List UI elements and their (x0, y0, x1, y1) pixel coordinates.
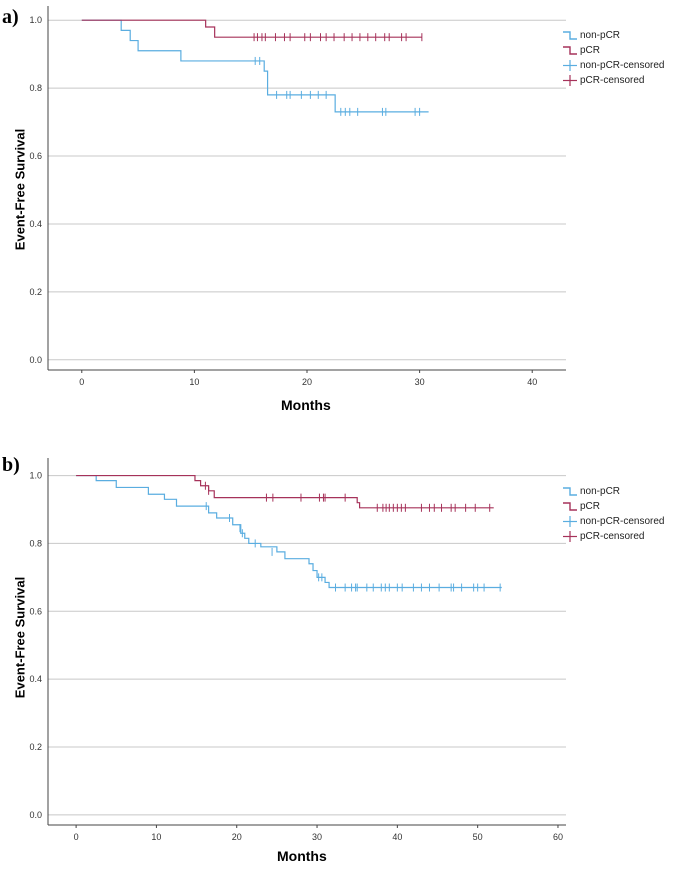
y-tick-label: 0.6 (29, 606, 42, 616)
chart-panel-a: a) Event-Free Survival 0.0 0.2 0.4 0.6 0.8 1.… (0, 0, 688, 435)
legend-label: pCR-censored (580, 75, 645, 86)
y-tick-label: 0.8 (29, 538, 42, 548)
x-tick-label: 20 (302, 377, 312, 387)
y-tick-label: 1.0 (29, 471, 42, 481)
survival-step-line (81, 19, 422, 38)
legend-label: pCR-censored (580, 531, 645, 542)
legend-swatch-non-pcr (563, 31, 577, 40)
panel-label: a) (2, 6, 19, 28)
survival-step-line (81, 19, 429, 113)
y-tick-label: 0.0 (29, 810, 42, 820)
legend-item-non-pcr: non-pCR (562, 28, 665, 43)
legend-label: non-pCR (580, 30, 621, 41)
km-plot-a: 0.0 0.2 0.4 0.6 0.8 1.0 0 10 20 30 40 (29, 6, 566, 387)
x-tick-label: 60 (553, 832, 563, 840)
survival-step-line (76, 474, 494, 509)
series-non-pcr (76, 474, 502, 592)
legend: non-pCR pCR non-pCR-censored pCR-censore… (562, 484, 665, 544)
y-tick-label: 0.4 (29, 674, 42, 684)
panel-label: b) (2, 454, 20, 476)
legend-item-non-pcr-censored: non-pCR-censored (562, 58, 665, 73)
y-tick-label: 0.2 (29, 742, 42, 752)
y-tick-label: 0.6 (29, 151, 42, 161)
x-tick-label: 0 (74, 832, 79, 840)
x-tick-label: 40 (527, 377, 537, 387)
x-tick-label: 20 (232, 832, 242, 840)
legend-swatch-non-pcr (563, 487, 577, 496)
legend-label: non-pCR (580, 486, 621, 497)
legend-label: non-pCR-censored (580, 516, 665, 527)
legend-item-pcr-censored: pCR-censored (562, 73, 665, 88)
legend-swatch-pcr-censored (563, 531, 577, 542)
legend-item-pcr-censored: pCR-censored (562, 529, 665, 544)
x-tick-label: 10 (151, 832, 161, 840)
x-tick-label: 30 (312, 832, 322, 840)
x-tick-label: 30 (415, 377, 425, 387)
chart-panel-b: b) Event-Free Survival 0.0 0.2 0.4 0.6 0.8 1.… (0, 440, 688, 871)
y-tick-label: 0.8 (29, 83, 42, 93)
legend-swatch-pcr-censored (563, 75, 577, 86)
legend: non-pCR pCR non-pCR-censored pCR-censore… (562, 28, 665, 88)
legend-item-non-pcr: non-pCR (562, 484, 665, 499)
series-non-pcr (81, 19, 429, 116)
series-pcr (76, 474, 494, 512)
survival-step-line (76, 474, 502, 589)
legend-item-pcr: pCR (562, 43, 665, 58)
x-tick-label: 50 (473, 832, 483, 840)
legend-swatch-pcr (563, 502, 577, 511)
legend-swatch-non-pcr-censored (563, 516, 577, 527)
x-tick-label: 0 (79, 377, 84, 387)
x-tick-label: 40 (392, 832, 402, 840)
x-tick-label: 10 (189, 377, 199, 387)
y-tick-label: 0.2 (29, 287, 42, 297)
series-pcr (81, 19, 423, 42)
legend-swatch-pcr (563, 46, 577, 55)
km-plot-b: 0.0 0.2 0.4 0.6 0.8 1.0 0 10 20 30 40 50 60 (29, 458, 566, 840)
x-axis-label: Months (281, 397, 331, 413)
legend-swatch-non-pcr-censored (563, 60, 577, 71)
legend-item-non-pcr-censored: non-pCR-censored (562, 514, 665, 529)
x-axis-label: Months (277, 848, 327, 864)
legend-label: pCR (580, 501, 601, 512)
y-tick-label: 0.0 (29, 355, 42, 365)
y-tick-label: 1.0 (29, 15, 42, 25)
legend-label: non-pCR-censored (580, 60, 665, 71)
legend-label: pCR (580, 45, 601, 56)
y-tick-label: 0.4 (29, 219, 42, 229)
legend-item-pcr: pCR (562, 499, 665, 514)
